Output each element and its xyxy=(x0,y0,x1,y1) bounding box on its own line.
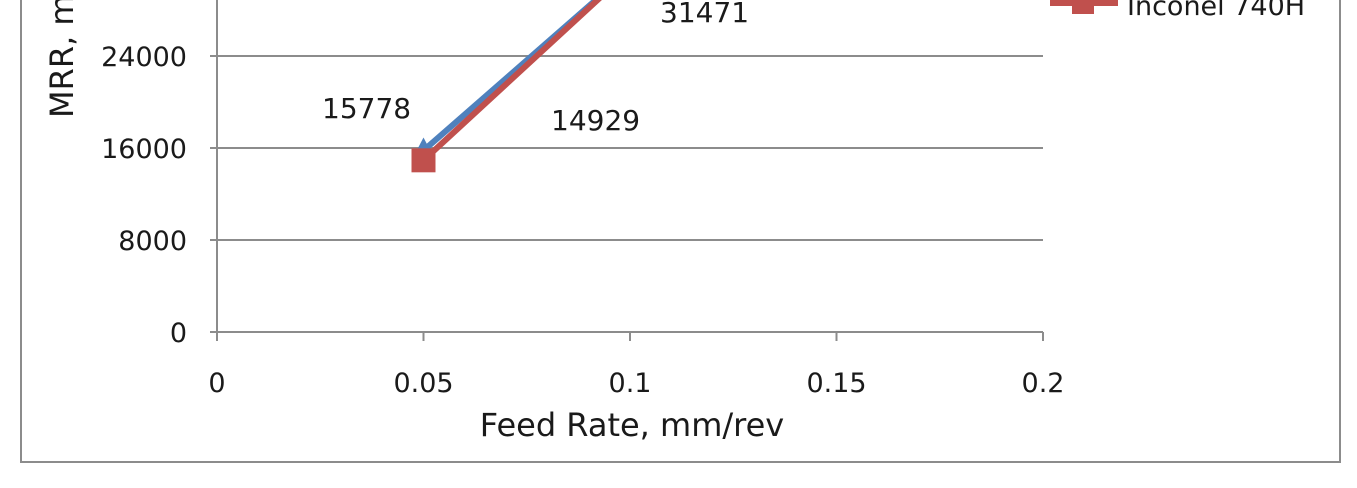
x-tick-label: 0.05 xyxy=(393,368,453,399)
y-tick-label: 0 xyxy=(170,318,187,349)
series-1-point-0 xyxy=(411,148,436,173)
y-tick-label: 8000 xyxy=(118,226,187,257)
data-labels: 15778 14929 31471 xyxy=(322,0,749,137)
series-line-1 xyxy=(421,0,602,163)
x-axis-label: Feed Rate, mm/rev xyxy=(480,406,784,444)
y-tick-label: 24000 xyxy=(101,42,187,73)
data-label: 14929 xyxy=(551,104,640,137)
gridlines xyxy=(210,55,1044,341)
y-tick-label: 16000 xyxy=(101,134,187,165)
legend-label-inconel-740h: Inconel 740H xyxy=(1127,0,1305,22)
legend: Inconel 740H xyxy=(1050,0,1305,22)
x-tick-label: 0.1 xyxy=(609,368,652,399)
series-layer xyxy=(411,0,602,173)
x-tick-label: 0 xyxy=(208,368,225,399)
chart-frame xyxy=(20,0,1341,463)
x-tick-labels: 0 0.05 0.1 0.15 0.2 xyxy=(208,368,1064,399)
data-label: 31471 xyxy=(660,0,749,29)
data-label: 15778 xyxy=(322,92,411,125)
y-tick-labels: 0 8000 16000 24000 xyxy=(101,42,187,349)
axes xyxy=(216,0,1043,333)
legend-marker-inconel-740h xyxy=(1072,0,1094,14)
x-tick-label: 0.15 xyxy=(806,368,866,399)
y-axis-label: MRR, mm³/min xyxy=(43,0,81,118)
x-tick-label: 0.2 xyxy=(1022,368,1065,399)
